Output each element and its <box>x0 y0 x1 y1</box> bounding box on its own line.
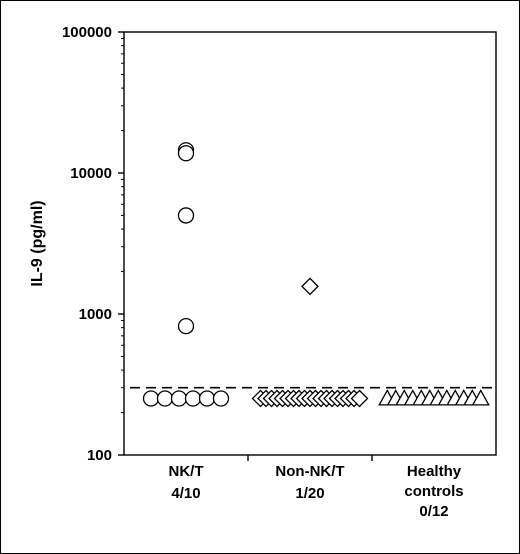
data-point <box>156 390 174 407</box>
y-axis-label: IL-9 (pg/ml) <box>29 200 46 286</box>
group-ratio-label: 0/12 <box>419 503 448 520</box>
plot-box <box>123 31 497 456</box>
y-ticks: 100 1000 10000 100000 <box>62 24 124 464</box>
axes <box>123 31 497 461</box>
data-point <box>301 277 319 296</box>
group-ratio-label: 4/10 <box>171 485 200 502</box>
y-tick-label: 1000 <box>79 306 112 323</box>
group-name-label: controls <box>404 483 463 500</box>
data-point <box>177 145 195 162</box>
data-point <box>212 390 230 407</box>
data-point <box>177 318 195 335</box>
group-name-label: NK/T <box>169 463 204 480</box>
group-name-label: Non-NK/T <box>275 463 344 480</box>
data-point <box>170 390 188 407</box>
group-ratio-label: 1/20 <box>295 485 324 502</box>
data-point <box>350 389 369 408</box>
y-tick-label: 100 <box>87 447 112 464</box>
data-point <box>184 390 202 407</box>
group-labels: NK/T 4/10 Non-NK/T 1/20 Healthy controls 0/12 <box>169 463 464 520</box>
data-point <box>142 390 160 407</box>
data-points <box>142 142 490 408</box>
data-point <box>177 207 195 224</box>
y-tick-label: 10000 <box>70 165 112 182</box>
data-point <box>198 390 216 407</box>
y-tick-label: 100000 <box>62 24 112 41</box>
data-point <box>471 389 490 406</box>
group-name-label: Healthy <box>407 463 462 480</box>
